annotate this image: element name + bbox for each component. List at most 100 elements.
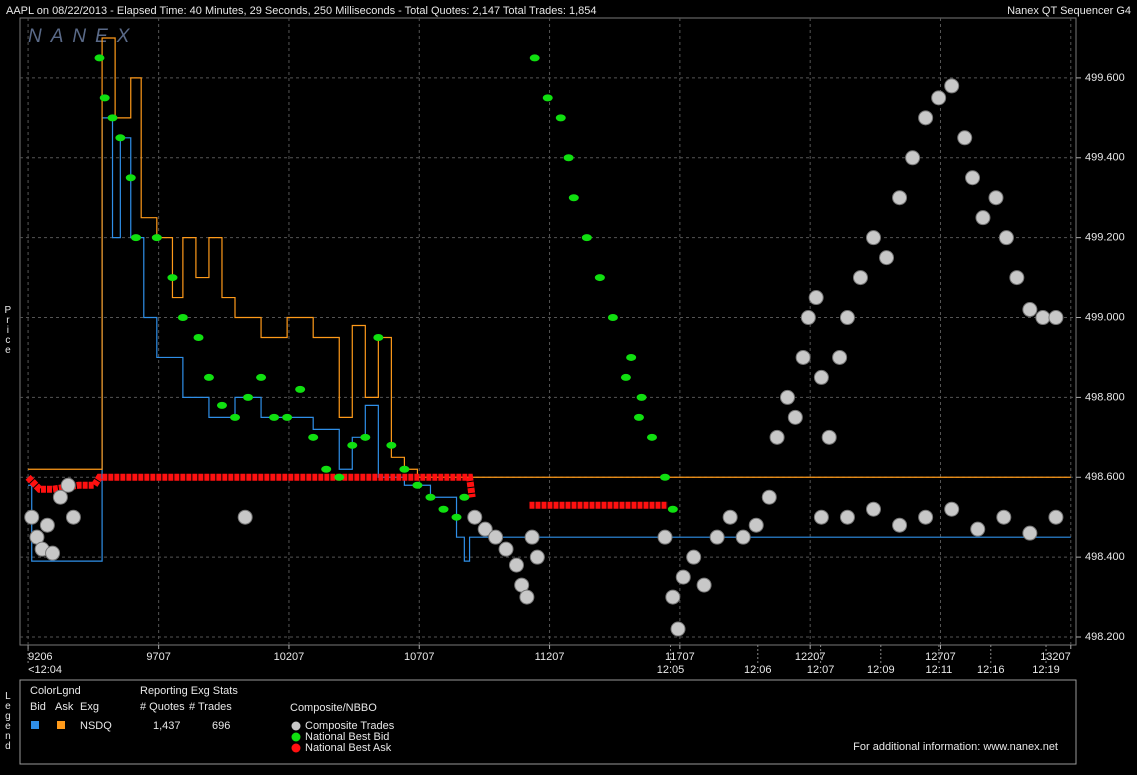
trade-dot <box>65 509 81 525</box>
nbbo-dot <box>151 234 162 242</box>
trade-dot <box>24 509 40 525</box>
nbbo-heading: Composite/NBBO <box>290 702 377 714</box>
trade-dot <box>965 170 981 186</box>
trade-dot <box>813 369 829 385</box>
trade-dot <box>944 501 960 517</box>
nbbo-dot <box>193 333 204 341</box>
y-tick-label: 498.600 <box>1085 471 1125 483</box>
trade-dot <box>795 349 811 365</box>
nbbo-dot <box>399 465 410 473</box>
stats-column: # Trades <box>189 701 232 713</box>
nbbo-dot <box>243 393 254 401</box>
nbbo-dot <box>607 314 618 322</box>
x-tick-label: 11707 <box>665 651 695 663</box>
nbbo-dot <box>459 493 470 501</box>
trade-dot <box>488 529 504 545</box>
trade-dot <box>529 549 545 565</box>
nbbo-dot <box>203 373 214 381</box>
nbbo-dot <box>360 433 371 441</box>
x-tick-label: 11207 <box>535 651 565 663</box>
x-tick-label: 10707 <box>404 651 435 663</box>
nbbo-dot <box>438 505 449 513</box>
trade-dot <box>879 250 895 266</box>
stats-heading: Reporting Exg Stats <box>140 685 238 697</box>
nbbo-dot <box>256 373 267 381</box>
y-tick-label: 498.400 <box>1085 551 1125 563</box>
y-tick-label: 499.200 <box>1085 232 1125 244</box>
trade-dot <box>519 589 535 605</box>
nbbo-dot <box>563 154 574 162</box>
nbbo-dot <box>620 373 631 381</box>
nbbo-dot <box>269 413 280 421</box>
nbbo-dot <box>636 393 647 401</box>
time-tick-label: 12:19 <box>1032 664 1060 676</box>
trade-dot <box>931 90 947 106</box>
trade-dot <box>52 489 68 505</box>
nbbo-dot <box>660 473 671 481</box>
trade-dot <box>832 349 848 365</box>
trade-dot <box>39 517 55 533</box>
trade-dot <box>787 409 803 425</box>
y-tick-label: 499.600 <box>1085 72 1125 84</box>
trade-dot <box>839 310 855 326</box>
stats-value: 1,437 <box>153 720 181 732</box>
legend-entry: National Best Bid <box>305 731 389 743</box>
source-label: Nanex QT Sequencer G4 <box>1007 5 1131 17</box>
trade-dot <box>60 477 76 493</box>
legend-panel <box>19 679 1077 765</box>
nbbo-dot <box>177 314 188 322</box>
trade-dot <box>524 529 540 545</box>
trade-dot <box>665 589 681 605</box>
trade-dot <box>675 569 691 585</box>
nbbo-dot <box>321 465 332 473</box>
legend-swatch <box>31 721 39 729</box>
trade-dot <box>852 270 868 286</box>
trade-dot <box>1035 310 1051 326</box>
x-tick-label: 10207 <box>274 651 305 663</box>
trade-dot <box>498 541 514 557</box>
logo: NANEX <box>28 26 138 47</box>
nbbo-dot <box>308 433 319 441</box>
y-tick-label: 498.800 <box>1085 391 1125 403</box>
stats-value: 696 <box>212 720 230 732</box>
y-tick-label: 499.400 <box>1085 152 1125 164</box>
quote-line <box>28 37 1071 478</box>
time-tick-label: 12:07 <box>807 664 835 676</box>
legend-side-label: Legend <box>2 691 13 751</box>
trade-dot <box>45 545 61 561</box>
footer: For additional information: www.nanex.ne… <box>853 741 1058 753</box>
legend-swatch <box>57 721 65 729</box>
trade-dot <box>918 509 934 525</box>
x-tick-label: 9707 <box>146 651 170 663</box>
trade-dot <box>477 521 493 537</box>
trade-dot <box>1009 270 1025 286</box>
trade-dot <box>996 509 1012 525</box>
trade-dot <box>1022 525 1038 541</box>
nbbo-dot <box>581 234 592 242</box>
legend-marker <box>291 743 301 753</box>
trade-dot <box>761 489 777 505</box>
quote-line <box>28 117 1071 562</box>
trade-dot <box>970 521 986 537</box>
nbbo-dot <box>568 194 579 202</box>
trade-dot <box>975 210 991 226</box>
nbbo-dot <box>295 385 306 393</box>
trade-dot <box>808 290 824 306</box>
nbbo-dot <box>334 473 345 481</box>
nbbo-dot <box>542 94 553 102</box>
x-tick-label: 9206 <box>28 651 52 663</box>
nbbo-dot <box>230 413 241 421</box>
x-tick-label: 12207 <box>795 651 826 663</box>
trade-dot <box>839 509 855 525</box>
y-tick-label: 499.000 <box>1085 311 1125 323</box>
vertical-label: Price <box>2 305 13 355</box>
legend-marker <box>291 732 301 742</box>
nbbo-dot <box>626 353 637 361</box>
trade-dot <box>918 110 934 126</box>
trade-dot <box>800 310 816 326</box>
trade-dot <box>866 501 882 517</box>
trade-dot <box>237 509 253 525</box>
trade-dot <box>467 509 483 525</box>
legend-entry: National Best Ask <box>305 742 392 754</box>
